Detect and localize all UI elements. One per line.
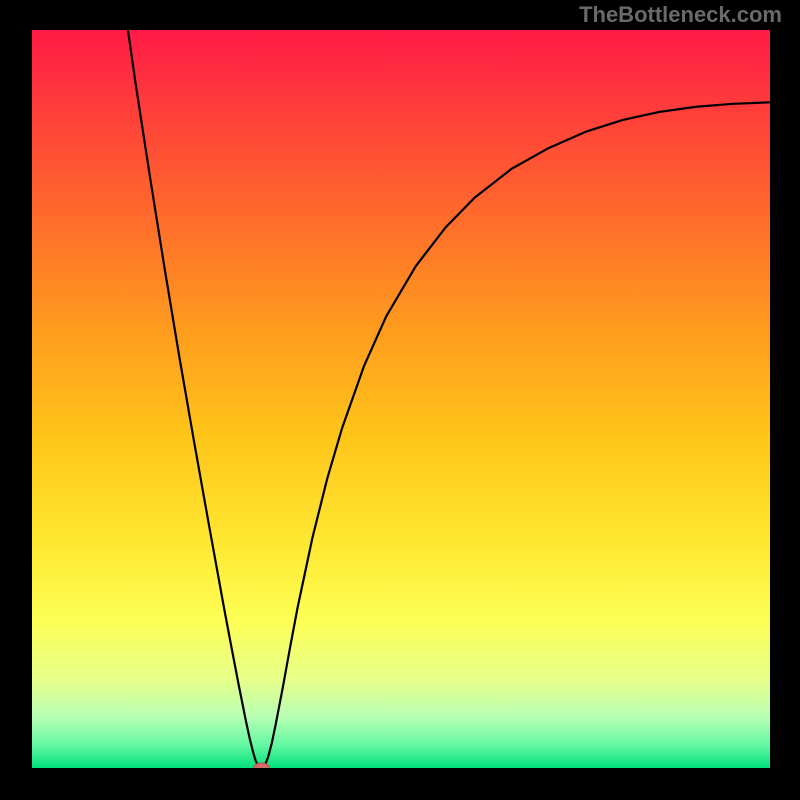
bottleneck-curve-chart (0, 0, 800, 800)
gradient-background (32, 30, 770, 768)
minimum-marker (254, 763, 270, 773)
chart-container: TheBottleneck.com (0, 0, 800, 800)
